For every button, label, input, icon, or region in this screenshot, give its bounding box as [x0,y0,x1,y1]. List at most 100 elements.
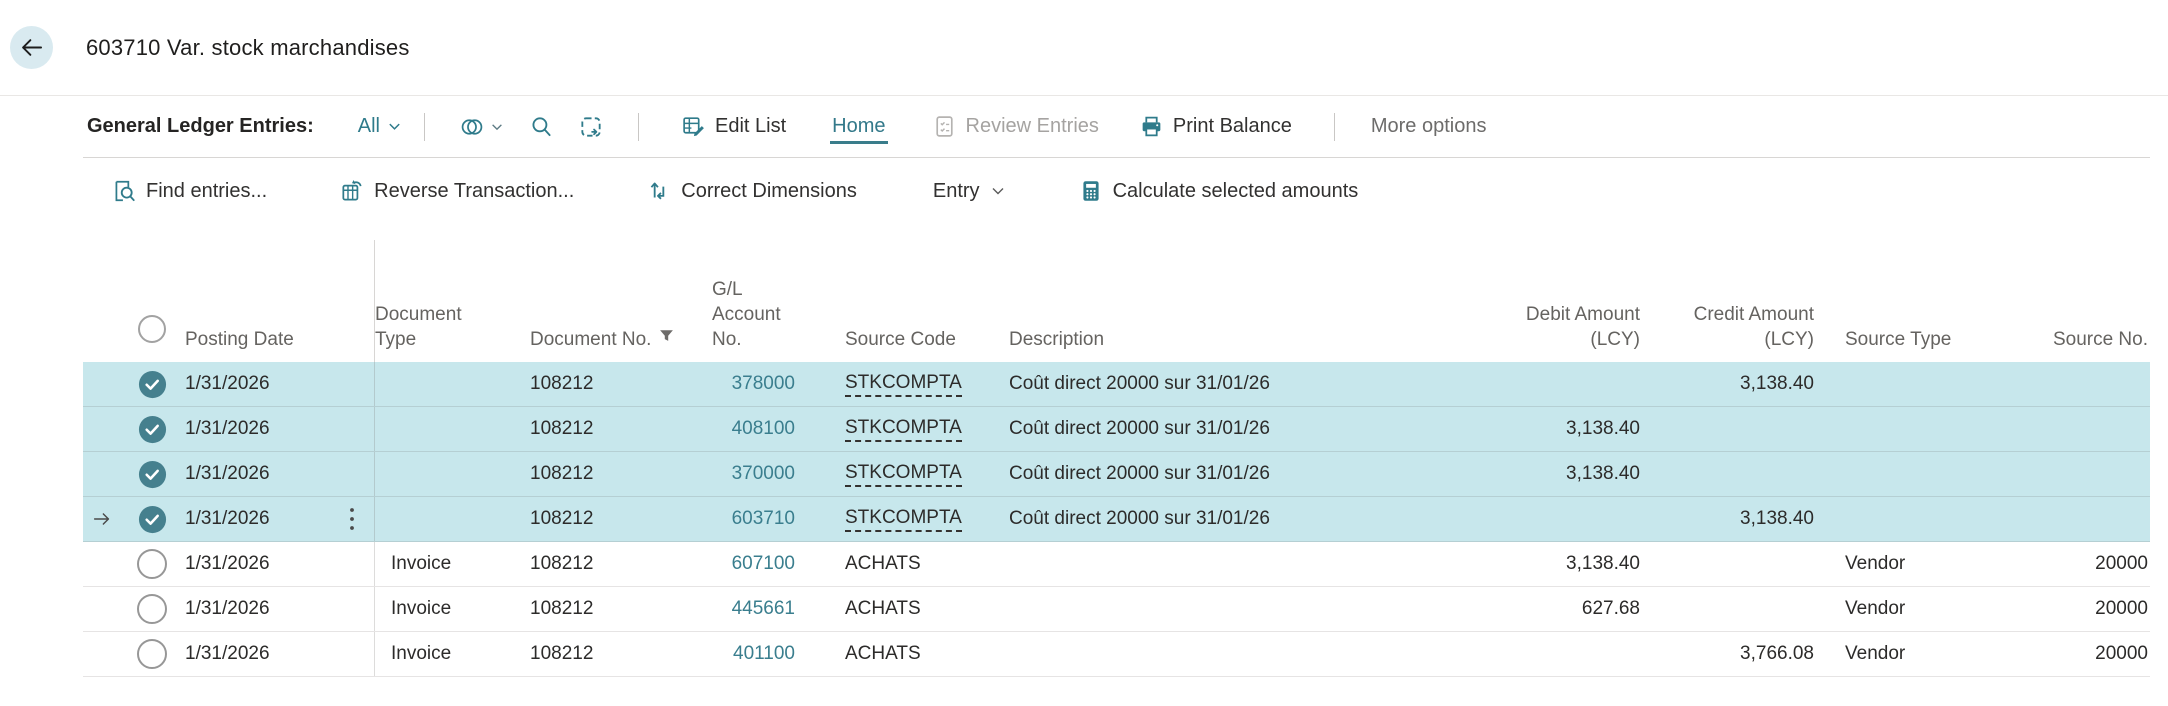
table-row[interactable]: 1/31/2026 Invoice 108212 401100 ACHATS 3… [83,632,2150,677]
correct-dimensions-button[interactable]: Correct Dimensions [646,178,857,204]
check-circle-icon [137,504,168,535]
gl-account-link[interactable]: 603710 [731,508,795,529]
cell-document-no: 108212 [530,643,594,664]
row-checkbox-checked[interactable] [121,407,183,451]
cell-document-no: 108212 [530,508,594,529]
cell-debit-amount [1450,497,1645,541]
col-header-posting-date[interactable]: Posting Date [183,240,375,362]
actions-toolbar: Find entries... Reverse Transaction... C… [83,158,2168,224]
find-entries-label: Find entries... [146,179,268,202]
row-checkbox-checked[interactable] [121,362,183,406]
source-code-link[interactable]: STKCOMPTA [845,507,962,532]
cell-source-no [2040,452,2150,496]
entry-menu-label: Entry [932,179,980,202]
table-row[interactable]: 1/31/2026 Invoice 108212 607100 ACHATS 3… [83,542,2150,587]
cell-document-type [375,452,520,496]
cell-source-type: Vendor [1845,553,1906,574]
search-button[interactable] [528,114,554,140]
reverse-transaction-button[interactable]: Reverse Transaction... [339,178,574,204]
col-header-source-code[interactable]: Source Code [845,329,956,350]
gl-account-link[interactable]: 370000 [731,463,795,484]
view-filter-value: All [357,115,380,137]
cell-document-no: 108212 [530,418,594,439]
cell-description: Coût direct 20000 sur 31/01/26 [1009,373,1270,394]
row-checkbox-unchecked[interactable] [121,542,183,586]
gl-account-link[interactable]: 445661 [731,598,795,619]
col-header-source-no[interactable]: Source No. [2052,329,2148,350]
row-checkbox-checked[interactable] [121,497,183,541]
view-filter-dropdown[interactable]: All [358,115,402,138]
cell-document-no: 108212 [530,373,594,394]
cell-credit-amount: 3,138.40 [1740,373,1814,394]
gl-account-link[interactable]: 401100 [733,643,795,664]
divider [637,112,639,141]
table-row-current[interactable]: 1/31/2026 108212 603710 STKCOMPTA Coût d… [83,497,2150,542]
gl-account-link[interactable]: 378000 [731,373,795,394]
gl-account-link[interactable]: 607100 [731,553,795,574]
table-row[interactable]: 1/31/2026 108212 408100 STKCOMPTA Coût d… [83,407,2150,452]
cell-description: Coût direct 20000 sur 31/01/26 [1009,418,1270,439]
analysis-icon [459,114,485,140]
table-row[interactable]: 1/31/2026 108212 370000 STKCOMPTA Coût d… [83,452,2150,497]
cell-description [995,632,1450,676]
app-header: 603710 Var. stock marchandises [0,0,2168,96]
switch-view-button[interactable] [578,114,604,140]
col-header-description[interactable]: Description [1009,329,1105,350]
check-circle-icon [137,459,168,490]
select-all-checkbox[interactable] [121,240,183,362]
chevron-down-icon [490,120,504,134]
gutter-header [83,240,121,362]
tab-home[interactable]: Home [830,101,888,152]
cell-document-type: Invoice [391,643,452,664]
gl-account-link[interactable]: 408100 [731,418,795,439]
entry-menu-button[interactable]: Entry [933,180,1006,203]
cell-document-type [375,362,520,406]
row-checkbox-unchecked[interactable] [121,587,183,631]
col-header-source-type[interactable]: Source Type [1845,329,1952,350]
analysis-mode-button[interactable] [459,114,504,140]
list-caption: General Ledger Entries: [87,115,314,137]
source-code-link[interactable]: STKCOMPTA [845,462,962,487]
cell-source-type [1820,407,2040,451]
cell-credit-amount [1645,407,1820,451]
print-balance-button[interactable]: Print Balance [1139,114,1292,139]
table-row[interactable]: 1/31/2026 108212 378000 STKCOMPTA Coût d… [83,362,2150,407]
calculator-icon [1078,178,1104,204]
cell-credit-amount [1645,587,1820,631]
find-entries-button[interactable]: Find entries... [111,178,267,204]
source-code-link[interactable]: STKCOMPTA [845,417,962,442]
correct-dimensions-label: Correct Dimensions [681,179,857,202]
edit-list-icon [681,114,706,139]
review-entries-icon [932,114,957,139]
list-toolbar: General Ledger Entries: All Edit List Ho… [83,96,2150,158]
edit-list-button[interactable]: Edit List [681,114,786,139]
cell-description: Coût direct 20000 sur 31/01/26 [1009,508,1270,529]
col-header-gl-account-no[interactable]: G/L Account No. [712,279,781,350]
cell-source-no: 20000 [2095,553,2148,574]
row-context-menu-icon[interactable] [348,506,356,532]
cell-source-no [2040,497,2150,541]
calculate-selected-amounts-button[interactable]: Calculate selected amounts [1078,178,1358,204]
row-checkbox-unchecked[interactable] [121,632,183,676]
cell-debit-amount: 627.68 [1581,598,1640,619]
cell-source-no: 20000 [2095,643,2148,664]
cell-source-type: Vendor [1845,598,1906,619]
page-title: 603710 Var. stock marchandises [86,34,410,60]
check-circle-icon [137,414,168,445]
cell-source-no: 20000 [2095,598,2148,619]
back-button[interactable] [10,26,53,69]
row-checkbox-checked[interactable] [121,452,183,496]
filter-funnel-icon [658,326,675,351]
source-code-link[interactable]: STKCOMPTA [845,372,962,397]
col-header-document-type[interactable]: Document Type [375,304,462,350]
cell-source-code: ACHATS [845,553,921,574]
more-options-button[interactable]: More options [1370,115,1487,137]
col-header-debit-amount[interactable]: Debit Amount (LCY) [1525,304,1640,350]
cell-posting-date: 1/31/2026 [183,587,375,631]
cell-description: Coût direct 20000 sur 31/01/26 [1009,463,1270,484]
col-header-document-no[interactable]: Document No. [520,240,674,362]
table-row[interactable]: 1/31/2026 Invoice 108212 445661 ACHATS 6… [83,587,2150,632]
col-header-credit-amount[interactable]: Credit Amount (LCY) [1693,304,1814,350]
reverse-transaction-label: Reverse Transaction... [374,179,575,202]
cell-posting-date: 1/31/2026 [183,407,375,451]
